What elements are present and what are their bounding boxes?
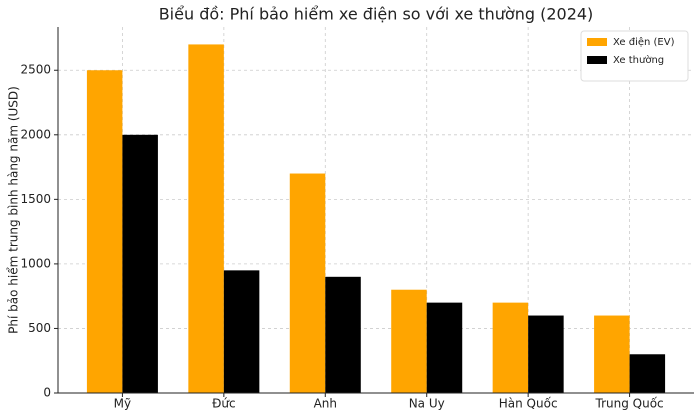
x-tick-label: Hàn Quốc: [499, 397, 558, 411]
bar: [223, 270, 260, 393]
bar: [325, 276, 361, 393]
y-tick-label: 0: [43, 386, 51, 400]
legend-label: Xe thường: [613, 54, 664, 66]
legend-label: Xe điện (EV): [613, 36, 675, 48]
y-tick-label: 2000: [20, 127, 51, 141]
y-tick-label: 1000: [20, 256, 51, 270]
x-tick-label: Na Uy: [409, 397, 445, 411]
bar: [594, 315, 630, 393]
bar: [391, 289, 427, 393]
y-tick-label: 1500: [20, 192, 51, 206]
y-tick-label: 2500: [20, 63, 51, 77]
y-axis-label: Phí bảo hiểm trung bình hàng năm (USD): [7, 86, 21, 334]
chart-title: Biểu đồ: Phí bảo hiểm xe điện so với xe …: [159, 5, 594, 24]
x-tick-label: Trung Quốc: [595, 397, 664, 411]
bar: [188, 44, 224, 394]
bar: [528, 315, 564, 393]
bar: [492, 302, 529, 393]
bar: [86, 70, 123, 393]
legend-box: [580, 30, 689, 82]
bar: [629, 354, 666, 393]
bar: [289, 173, 326, 393]
x-tick-label: Đức: [212, 397, 236, 411]
x-tick-label: Mỹ: [114, 397, 131, 411]
legend-swatch: [587, 56, 607, 64]
y-tick-label: 500: [28, 321, 51, 335]
bar: [122, 134, 158, 393]
x-tick-label: Anh: [314, 397, 337, 411]
bar: [426, 302, 463, 393]
legend-swatch: [587, 38, 607, 46]
